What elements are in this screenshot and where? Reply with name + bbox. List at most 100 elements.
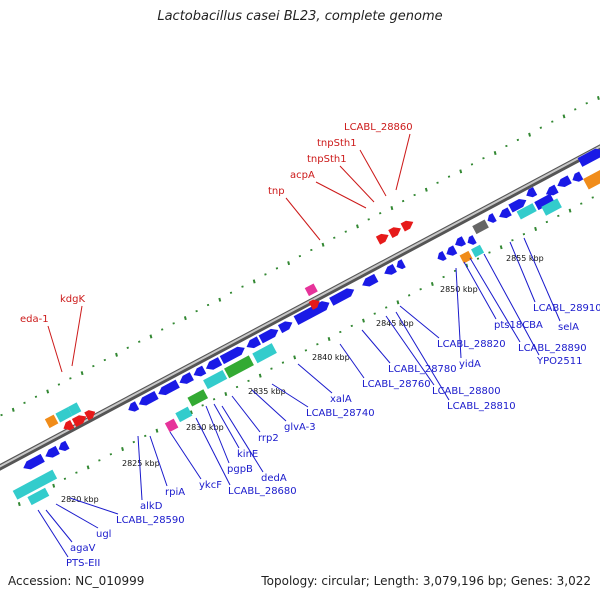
label-leader-line xyxy=(169,431,202,480)
label-leader-line xyxy=(271,383,309,408)
label-leader-line xyxy=(55,503,99,529)
dot-tracks xyxy=(0,95,600,507)
gene-label: LCABL_28760 xyxy=(362,379,431,390)
track-dot xyxy=(80,371,84,376)
gene-label: kdgK xyxy=(60,294,85,305)
gene-feature xyxy=(44,414,59,429)
gene-feature xyxy=(193,365,207,377)
gene-feature xyxy=(572,171,584,182)
label-leader-line xyxy=(455,267,462,359)
kbp-tick-label: 2855 kbp xyxy=(506,254,544,263)
label-leader-line xyxy=(149,435,168,487)
label-leader-line xyxy=(137,435,143,501)
track-dot xyxy=(424,187,428,192)
label-leader-line xyxy=(483,253,540,356)
track-dot xyxy=(562,114,566,119)
label-leader-line xyxy=(205,405,230,464)
gene-feature xyxy=(219,346,245,365)
genome-summary-text: Topology: circular; Length: 3,079,196 bp… xyxy=(261,574,591,588)
track-dot xyxy=(115,352,118,357)
gene-feature xyxy=(467,235,477,245)
gene-label: eda-1 xyxy=(20,314,49,325)
gene-feature xyxy=(277,321,293,334)
gene-label: pgpB xyxy=(227,464,253,475)
kbp-tick-label: 2830 kbp xyxy=(186,423,224,432)
track-dot xyxy=(356,224,359,229)
gene-feature xyxy=(246,336,262,349)
gene-label: PTS-EII xyxy=(66,558,100,569)
gene-feature xyxy=(55,407,73,423)
gene-feature xyxy=(557,175,572,188)
gene-feature xyxy=(252,343,277,364)
gene-label: acpA xyxy=(290,170,315,181)
gene-feature xyxy=(545,184,559,196)
gene-label: yidA xyxy=(459,359,481,370)
gene-label: tnp xyxy=(268,186,285,197)
label-leader-line xyxy=(213,403,240,449)
gene-feature xyxy=(67,402,82,416)
label-leader-line xyxy=(221,405,264,473)
track-dot xyxy=(534,226,538,231)
label-leader-line xyxy=(359,149,387,197)
track-dot xyxy=(493,151,497,156)
track-dot xyxy=(327,336,331,342)
gene-feature xyxy=(258,328,279,344)
track-dot xyxy=(11,407,15,412)
label-leader-line xyxy=(195,417,231,486)
track-dot xyxy=(430,281,434,286)
label-leader-line xyxy=(339,165,375,203)
kbp-tick-label: 2840 kbp xyxy=(312,353,350,362)
label-leader-line xyxy=(285,197,321,241)
label-leader-line xyxy=(69,497,119,515)
label-leader-line xyxy=(45,509,73,543)
label-leader-line xyxy=(47,325,63,373)
track-dot xyxy=(155,428,159,433)
gene-feature xyxy=(455,236,467,247)
gene-label: LCABL_28800 xyxy=(432,386,501,397)
gene-feature xyxy=(293,301,330,326)
gene-feature xyxy=(224,355,254,379)
gene-label: LCABL_28910 xyxy=(533,303,600,314)
gene-feature xyxy=(205,357,223,370)
track-dot xyxy=(149,334,153,339)
track-dot xyxy=(183,316,187,321)
label-leader-line xyxy=(251,389,287,422)
track-dot xyxy=(396,300,400,305)
gene-label: kinE xyxy=(237,449,258,460)
label-leader-line xyxy=(315,181,367,209)
gene-feature xyxy=(329,288,355,306)
gene-feature xyxy=(472,219,489,235)
track-dot xyxy=(390,206,394,211)
gene-feature xyxy=(375,233,389,245)
gene-feature xyxy=(508,198,527,213)
label-leader-line xyxy=(395,311,450,401)
gene-feature xyxy=(23,453,45,470)
track-dot xyxy=(189,410,193,415)
gene-label: LCABL_28780 xyxy=(388,364,457,375)
track-dot xyxy=(258,373,262,378)
gene-label: YPO2511 xyxy=(536,356,582,367)
gene-feature xyxy=(534,193,555,211)
track-dot xyxy=(293,355,297,360)
gene-label: LCABL_28820 xyxy=(437,339,506,350)
track-dot xyxy=(86,465,90,470)
track-dot xyxy=(218,297,222,302)
kbp-tick-label: 2835 kbp xyxy=(248,387,286,396)
kbp-tick-label: 2820 kbp xyxy=(61,495,99,504)
kbp-ticks: 2820 kbp 2825 kbp 2830 kbp 2835 kbp 2840 kbp… xyxy=(61,254,544,504)
track-dot xyxy=(459,169,463,174)
track-dot xyxy=(528,132,532,137)
track-dot xyxy=(287,261,291,266)
gene-feature xyxy=(516,203,537,220)
gene-feature xyxy=(384,263,397,275)
gene-label: agaV xyxy=(70,543,96,554)
genome-backbone-highlight xyxy=(0,145,600,468)
label-leader-line xyxy=(523,237,561,322)
gene-label: ugl xyxy=(96,529,111,540)
label-leader-line xyxy=(463,261,497,320)
gene-label: LCABL_28890 xyxy=(518,343,587,354)
gene-label: dedA xyxy=(261,473,287,484)
label-leader-line xyxy=(395,133,411,191)
